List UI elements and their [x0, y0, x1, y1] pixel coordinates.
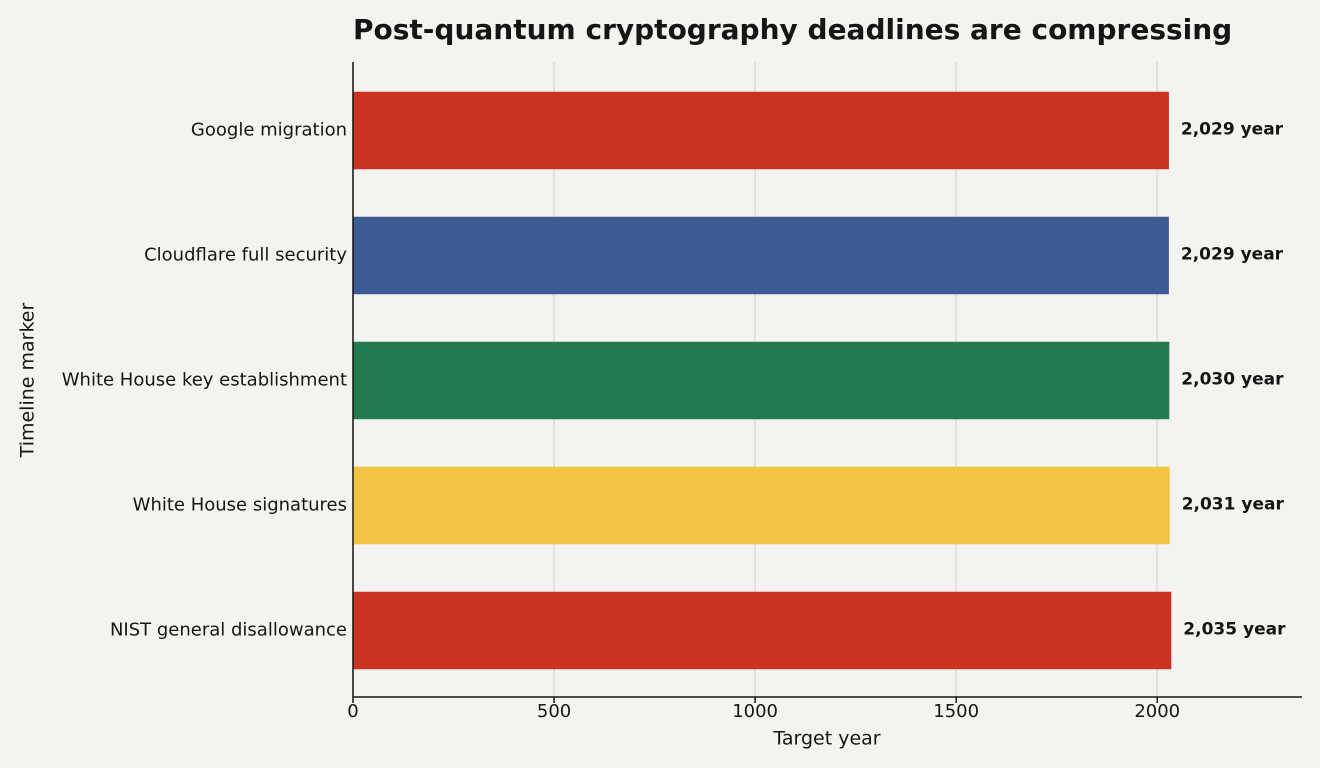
x-tick-label: 0	[347, 701, 358, 722]
chart-title: Post-quantum cryptography deadlines are …	[353, 13, 1232, 46]
y-tick-label: NIST general disallowance	[110, 620, 347, 641]
bar	[353, 466, 1170, 545]
x-tick-label: 2000	[1134, 701, 1180, 722]
value-label: 2,035 year	[1183, 620, 1286, 640]
bar	[353, 341, 1170, 420]
bar	[353, 91, 1169, 170]
x-tick-label: 1500	[933, 701, 979, 722]
bar	[353, 591, 1172, 670]
value-label: 2,031 year	[1182, 495, 1285, 515]
y-tick-label: White House signatures	[133, 495, 347, 516]
x-tick-label: 500	[537, 701, 571, 722]
x-axis-label: Target year	[772, 728, 880, 750]
y-tick-label: Google migration	[191, 120, 347, 141]
y-tick-label: White House key establishment	[62, 370, 347, 391]
bars: 2,029 year 2,029 year 2,030 year 2,031 year…	[353, 91, 1286, 670]
value-label: 2,029 year	[1181, 120, 1284, 140]
bar	[353, 216, 1169, 295]
value-label: 2,030 year	[1181, 370, 1284, 390]
y-axis-label: Timeline marker	[17, 303, 39, 459]
y-tick-label: Cloudflare full security	[144, 245, 347, 266]
value-label: 2,029 year	[1181, 245, 1284, 265]
x-tick-label: 1000	[732, 701, 778, 722]
